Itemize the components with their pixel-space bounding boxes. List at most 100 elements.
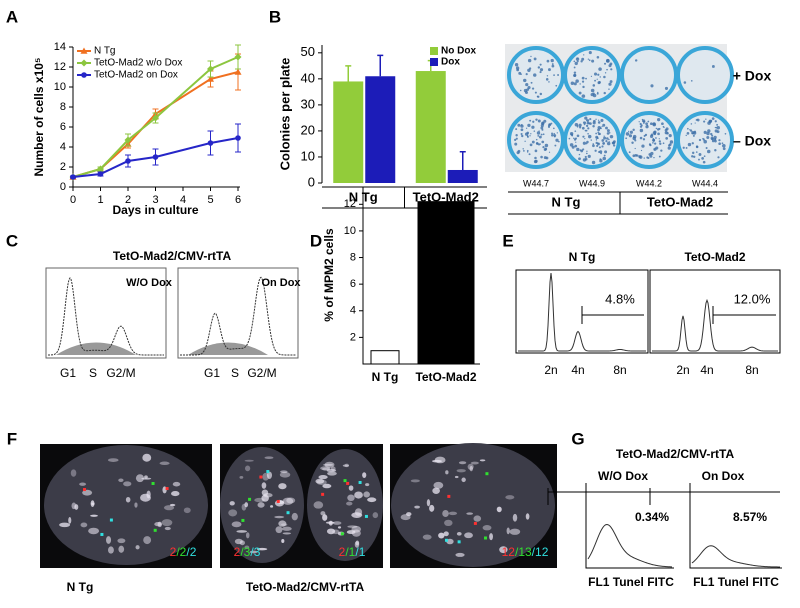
colony [597, 131, 600, 134]
colony [646, 156, 649, 159]
separator: / [532, 545, 536, 559]
colony [690, 80, 693, 82]
chromatin [59, 522, 71, 528]
colony [668, 144, 671, 147]
colony [583, 54, 585, 56]
colony [603, 75, 606, 79]
colony [540, 126, 544, 130]
colony [703, 120, 706, 123]
colony [685, 147, 688, 149]
colony [605, 126, 608, 130]
colony [576, 147, 580, 152]
label: Dox [441, 57, 460, 68]
chromatin [505, 495, 515, 500]
chromatin [256, 547, 268, 551]
label: N Tg [67, 580, 94, 594]
colony [662, 142, 665, 145]
colony [539, 68, 544, 72]
count: 2 [234, 545, 241, 559]
chromatin [125, 497, 131, 503]
colony [595, 118, 597, 121]
chromatin [367, 497, 377, 503]
label: B [269, 7, 281, 26]
colony [612, 140, 616, 144]
label: No Dox [441, 46, 476, 57]
colony [535, 138, 538, 141]
colony [526, 135, 529, 137]
fish-spot [340, 532, 344, 536]
colony [534, 91, 537, 94]
colony [595, 139, 598, 141]
colony [639, 128, 644, 133]
colony [555, 84, 558, 87]
chromatin [455, 552, 465, 557]
colony [683, 81, 687, 84]
chromatin [446, 538, 454, 545]
colony [598, 132, 601, 136]
colony [519, 89, 522, 92]
label: W/O Dox [598, 469, 648, 483]
colony [592, 144, 595, 148]
colony [543, 119, 547, 123]
chromatin [346, 501, 353, 506]
colony [578, 91, 582, 95]
colony [694, 122, 696, 124]
chromatin [90, 514, 98, 517]
marker [234, 53, 242, 61]
colony [587, 58, 590, 60]
colony [647, 120, 650, 123]
colony [535, 142, 539, 145]
colony [711, 134, 714, 137]
colony [650, 84, 654, 88]
label: 10 [301, 148, 315, 163]
chromatin [244, 459, 254, 462]
colony [544, 143, 549, 148]
colony [581, 94, 586, 98]
colony [669, 140, 674, 144]
count: 3 [254, 545, 261, 559]
marker [207, 140, 214, 146]
bar [370, 350, 400, 365]
label: FL1 Tunel FITC [588, 575, 674, 589]
chromatin [90, 500, 95, 508]
chromatin [172, 481, 181, 487]
plate [620, 46, 678, 104]
colony [645, 122, 648, 126]
label: G1 [204, 366, 220, 380]
colony [625, 137, 628, 140]
colony [529, 119, 532, 122]
label: 2 [125, 194, 131, 206]
colony [526, 149, 529, 152]
colony [722, 147, 726, 151]
label: W44.9 [579, 178, 605, 188]
label: E [502, 231, 513, 250]
colony [606, 141, 611, 146]
label: G2/M [106, 366, 135, 380]
colony [714, 120, 717, 123]
colony [574, 137, 578, 140]
chromatin [241, 503, 247, 511]
separator: / [345, 545, 349, 559]
colony [553, 127, 555, 130]
histogram-trace [518, 272, 646, 352]
chromatin [422, 534, 432, 540]
chromatin [362, 472, 367, 478]
colony [582, 121, 586, 124]
label: 10 [344, 225, 356, 237]
label: 0 [308, 174, 315, 189]
series-line [72, 137, 239, 178]
colony [698, 158, 700, 161]
chromatin [80, 522, 88, 528]
colony [610, 68, 613, 71]
marker [70, 174, 76, 180]
chromatin [183, 507, 191, 514]
chromatin [282, 532, 292, 535]
separator: / [240, 545, 244, 559]
plate [676, 46, 734, 104]
colony [702, 160, 706, 164]
colony [598, 67, 602, 71]
colony [525, 73, 528, 76]
label: 0 [70, 194, 76, 206]
colony [664, 86, 669, 90]
label: 8 [60, 101, 66, 113]
